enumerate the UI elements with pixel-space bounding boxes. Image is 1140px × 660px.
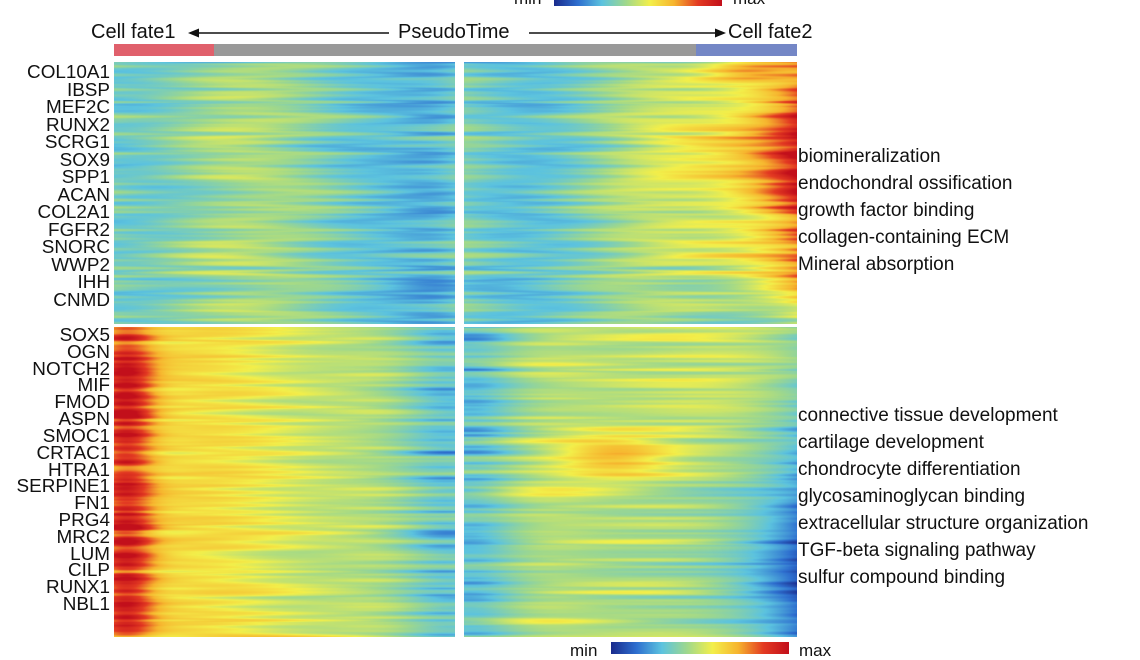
heatmap-fate2-panel <box>464 62 797 637</box>
heatmap-fate1-canvas <box>114 62 455 637</box>
gene-label: MRC2 <box>56 526 110 547</box>
gene-label: WWP2 <box>51 254 110 275</box>
go-term-label: growth factor binding <box>798 200 975 221</box>
gene-label: PRG4 <box>58 509 110 530</box>
gene-label: RUNX2 <box>45 114 110 135</box>
go-term-label: glycosaminoglycan binding <box>798 486 1026 507</box>
go-term-label: Mineral absorption <box>798 254 955 275</box>
gene-label: SNORC <box>41 237 110 258</box>
gene-label: SPP1 <box>61 167 110 188</box>
cell-fate1-label: Cell fate1 <box>91 21 176 43</box>
top-scale-max-label: max <box>733 0 765 7</box>
gene-label: OGN <box>66 341 110 362</box>
gene-label: SERPINE1 <box>16 476 110 497</box>
go-term-label: endochondral ossification <box>798 173 1013 194</box>
gene-label-column: COL10A1 IBSP MEF2C RUNX2 SCRG1 SOX9 SPP1 ACAN CO… <box>0 0 110 652</box>
bottom-scale-max-label: max <box>799 641 832 660</box>
go-term-label: cartilage development <box>798 432 984 453</box>
gene-label: FGFR2 <box>48 219 110 240</box>
gene-label: IBSP <box>66 79 110 100</box>
gene-label: CNMD <box>53 290 110 310</box>
gene-label: CILP <box>67 560 110 581</box>
gene-label: FN1 <box>74 493 110 514</box>
gene-label: IHH <box>77 272 110 293</box>
bottom-scale-gradient-bar <box>611 642 789 654</box>
gene-label: SOX5 <box>59 325 110 345</box>
go-term-label: extracellular structure organization <box>798 513 1089 534</box>
cluster-separator <box>114 324 797 327</box>
top-color-scale: min max <box>0 0 1140 8</box>
right-arrowhead <box>715 28 726 38</box>
top-scale-min-label: min <box>514 0 541 7</box>
gene-label: NOTCH2 <box>32 358 110 379</box>
cell-fate2-label: Cell fate2 <box>728 21 813 43</box>
left-arrowhead <box>188 28 199 38</box>
gene-label: FMOD <box>54 392 110 413</box>
bottom-scale-min-label: min <box>570 641 598 660</box>
go-term-label: TGF-beta signaling pathway <box>798 540 1036 561</box>
go-term-label: biomineralization <box>798 146 941 167</box>
gene-label: RUNX1 <box>45 577 110 598</box>
cell-fate2-segment <box>696 44 797 56</box>
go-term-label: connective tissue development <box>798 405 1058 426</box>
top-scale-gradient-bar <box>554 0 722 6</box>
gene-label: LUM <box>70 543 110 564</box>
gene-label: SCRG1 <box>44 132 110 153</box>
pseudotime-segment <box>214 44 696 56</box>
cell-fate1-segment <box>114 44 214 56</box>
gene-label: SOX9 <box>59 149 110 170</box>
gene-label: ACAN <box>57 184 110 205</box>
gene-label: NBL1 <box>62 594 110 614</box>
bottom-color-scale: min max <box>0 640 1140 659</box>
gene-label: SMOC1 <box>42 425 110 446</box>
go-term-label: collagen-containing ECM <box>798 227 1010 248</box>
gene-label: COL2A1 <box>37 202 110 223</box>
pseudotime-label: PseudoTime <box>395 22 513 42</box>
gene-label: MIF <box>77 375 110 396</box>
gene-label: ASPN <box>58 409 110 430</box>
gene-label: HTRA1 <box>48 459 110 480</box>
go-term-label: sulfur compound binding <box>798 567 1006 588</box>
heatmap-fate2-canvas <box>464 62 797 637</box>
go-term-label: chondrocyte differentiation <box>798 459 1021 480</box>
heatmap-fate1-panel <box>114 62 455 637</box>
gene-label: COL10A1 <box>26 62 110 82</box>
gene-label: MEF2C <box>45 97 110 118</box>
gene-label: CRTAC1 <box>36 442 110 463</box>
fate-annotation-bar <box>114 44 797 56</box>
pseudotime-arrows <box>188 28 726 38</box>
